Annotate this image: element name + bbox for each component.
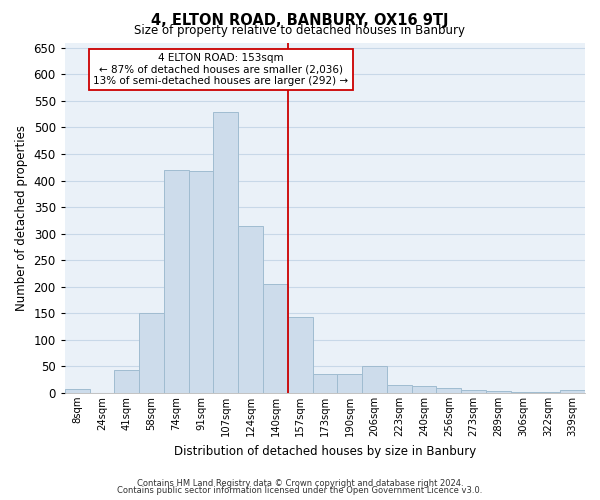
X-axis label: Distribution of detached houses by size in Banbury: Distribution of detached houses by size … [174, 444, 476, 458]
Bar [139, 314, 164, 393]
Bar [188, 171, 214, 393]
Bar [560, 390, 585, 393]
Bar [238, 226, 263, 393]
Bar [511, 392, 535, 393]
Text: Size of property relative to detached houses in Banbury: Size of property relative to detached ho… [134, 24, 466, 37]
Bar [115, 370, 139, 393]
Bar [387, 384, 412, 393]
Bar [412, 386, 436, 393]
Bar [486, 392, 511, 393]
Bar [164, 170, 188, 393]
Bar [436, 388, 461, 393]
Bar [535, 392, 560, 393]
Bar [362, 366, 387, 393]
Text: 4 ELTON ROAD: 153sqm
← 87% of detached houses are smaller (2,036)
13% of semi-de: 4 ELTON ROAD: 153sqm ← 87% of detached h… [94, 53, 349, 86]
Bar [461, 390, 486, 393]
Bar [313, 374, 337, 393]
Text: Contains HM Land Registry data © Crown copyright and database right 2024.: Contains HM Land Registry data © Crown c… [137, 478, 463, 488]
Bar [337, 374, 362, 393]
Text: 4, ELTON ROAD, BANBURY, OX16 9TJ: 4, ELTON ROAD, BANBURY, OX16 9TJ [151, 12, 449, 28]
Bar [214, 112, 238, 393]
Bar [288, 317, 313, 393]
Y-axis label: Number of detached properties: Number of detached properties [15, 125, 28, 311]
Text: Contains public sector information licensed under the Open Government Licence v3: Contains public sector information licen… [118, 486, 482, 495]
Bar [65, 389, 89, 393]
Bar [263, 284, 288, 393]
